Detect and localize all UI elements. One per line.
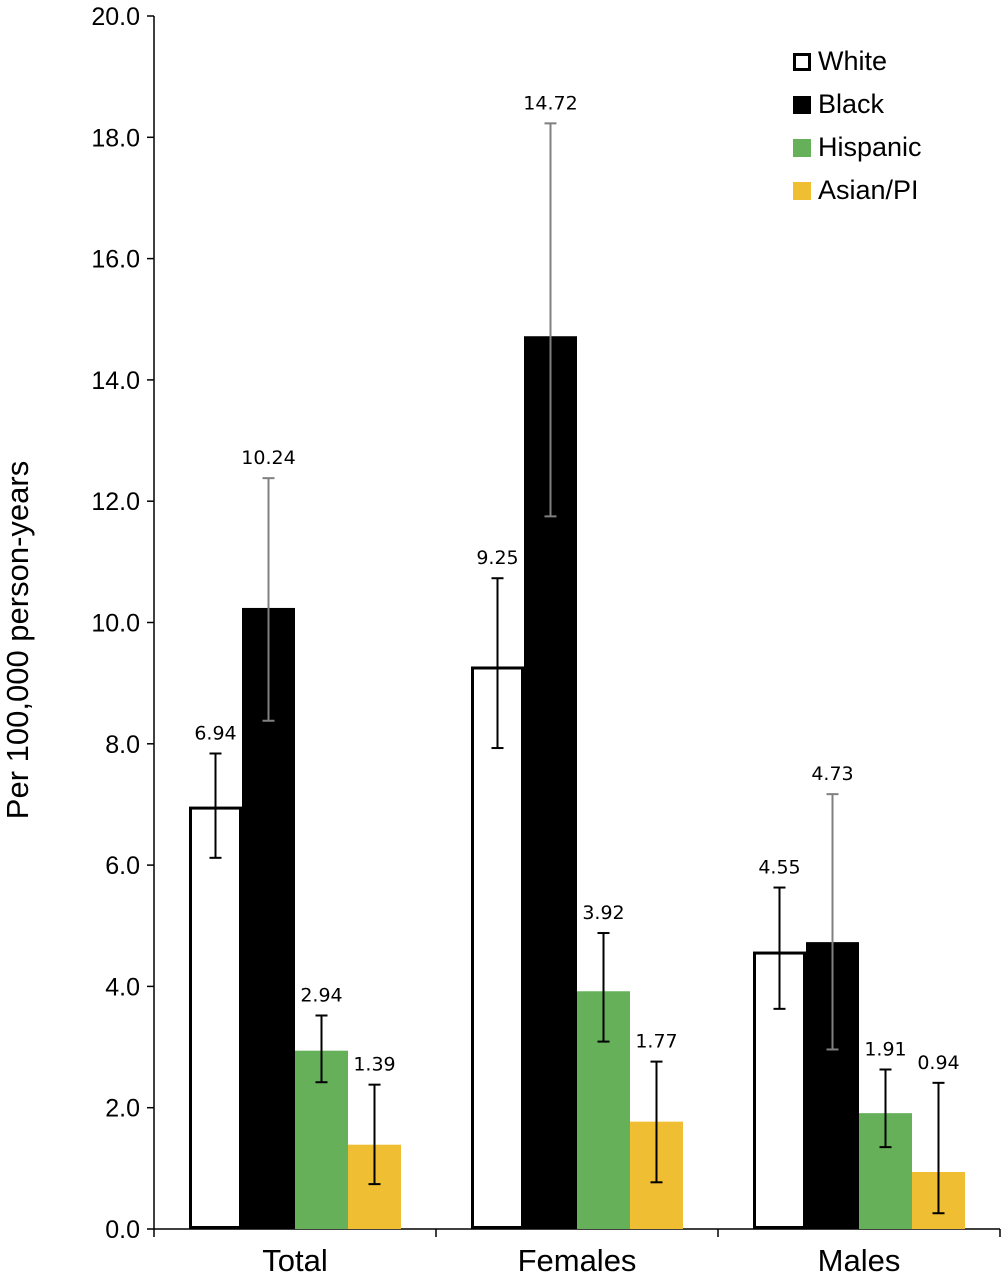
data-label-asian-pi: 1.77 [635,1031,677,1053]
bar-white [189,806,242,1229]
y-tick-label: 2.0 [105,1095,140,1123]
legend-label-hispanic: Hispanic [818,132,922,162]
y-tick-label: 16.0 [91,246,140,274]
y-axis: 0.0 2.0 4.0 6.0 8.0 10.0 12.0 14.0 16.0 18.0 20.0 [91,3,155,1244]
y-tick-label: 14.0 [91,367,140,395]
data-label-black: 10.24 [241,447,295,469]
y-tick-label: 10.0 [91,610,140,638]
legend: White Black Hispanic Asian/PI [793,46,922,205]
legend-swatch-black [793,96,811,114]
data-label-hispanic: 3.92 [582,902,624,924]
data-label-black: 4.73 [811,763,853,785]
legend-swatch-hispanic [793,139,811,157]
y-tick-label: 20.0 [91,3,140,31]
legend-label-white: White [818,46,887,76]
y-tick-label: 12.0 [91,488,140,516]
data-label-white: 6.94 [194,723,236,745]
x-category-label: Males [818,1243,901,1278]
data-label-white: 9.25 [476,547,518,569]
y-tick-label: 0.0 [105,1216,140,1244]
x-axis: Total Females Males [153,1228,1001,1278]
data-label-white: 4.55 [758,857,800,879]
data-label-hispanic: 1.91 [864,1038,906,1060]
y-axis-label: Per 100,000 person-years [0,461,35,819]
legend-label-black: Black [818,89,885,119]
error-bar-group [209,122,945,1215]
legend-swatch-white [793,53,811,71]
data-label-group: 6.94 9.25 4.55 10.24 14.72 4.73 2.94 3.92 1.91 1.… [194,92,959,1075]
data-label-asian-pi: 1.39 [353,1054,395,1076]
y-tick-label: 8.0 [105,731,140,759]
legend-swatch-asian-pi [793,182,811,200]
y-tick-label: 4.0 [105,973,140,1001]
y-tick-label: 18.0 [91,124,140,152]
data-label-asian-pi: 0.94 [917,1052,959,1074]
bar-white [471,666,524,1229]
y-tick-label: 6.0 [105,852,140,880]
x-category-label: Females [518,1243,637,1278]
bar-group [189,336,965,1229]
legend-label-asian-pi: Asian/PI [818,175,919,205]
data-label-black: 14.72 [523,92,577,114]
data-label-hispanic: 2.94 [300,985,342,1007]
x-category-label: Total [262,1243,327,1278]
